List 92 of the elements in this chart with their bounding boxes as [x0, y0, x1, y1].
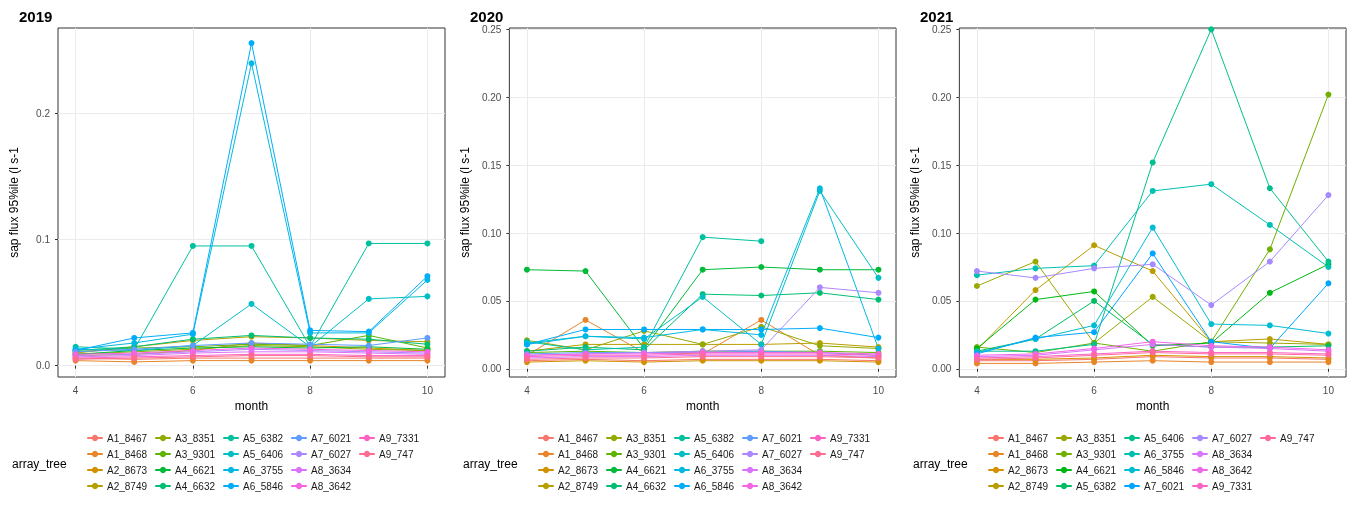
legend-label: A5_6406	[1144, 432, 1185, 444]
y-axis-title: sap flux 95%ile (l s-1	[7, 146, 21, 258]
legend-label: A4_6621	[1076, 464, 1117, 476]
chart-title: 2020	[469, 8, 504, 25]
legend-label: A4_6621	[175, 464, 216, 476]
legend-label: A6_5846	[693, 480, 735, 492]
legend-label: A2_8749	[107, 480, 148, 492]
y-tick-label: 0.05	[481, 295, 502, 307]
legend-label: A1_8468	[557, 448, 599, 460]
legend-label: A9_747	[829, 448, 865, 460]
chart-title: 2019	[19, 8, 53, 25]
legend-label: A6_5846	[243, 480, 284, 492]
legend-label: A3_9301	[1076, 448, 1117, 460]
legend-label: A2_8749	[557, 480, 599, 492]
y-tick-label: 0.00	[481, 363, 502, 375]
y-tick-label: 0.10	[481, 227, 502, 239]
legend-label: A4_6621	[625, 464, 667, 476]
legend-label: A3_8351	[1076, 432, 1117, 444]
legend-label: A9_747	[1280, 432, 1316, 444]
legend-label: A2_8673	[107, 464, 148, 476]
y-tick-label: 0.20	[932, 91, 953, 103]
legend-title: array_tree	[12, 457, 68, 471]
y-tick-label: 0.2	[36, 108, 51, 120]
x-tick-label: 6	[190, 384, 197, 396]
y-tick-label: 0.05	[932, 295, 953, 307]
legend-label: A7_6027	[761, 448, 803, 460]
x-tick-label: 10	[872, 384, 885, 396]
legend-label: A5_6382	[1076, 480, 1117, 492]
y-tick-label: 0.15	[481, 159, 502, 171]
legend-label: A8_3642	[761, 480, 803, 492]
y-tick-label: 0.10	[932, 227, 953, 239]
legend-label: A1_8468	[107, 448, 148, 460]
x-tick-label: 4	[523, 384, 530, 396]
legend-label: A9_7331	[1212, 480, 1253, 492]
y-tick-label: 0.25	[481, 23, 502, 35]
x-tick-label: 4	[72, 384, 79, 396]
x-tick-label: 4	[974, 384, 981, 396]
x-tick-label: 8	[1208, 384, 1215, 396]
legend-label: A7_6027	[1212, 432, 1253, 444]
legend-label: A7_6021	[761, 432, 803, 444]
y-tick-label: 0.0	[36, 360, 51, 372]
legend-label: A9_7331	[379, 432, 420, 444]
x-axis-title: month	[685, 398, 720, 413]
legend-label: A2_8749	[1008, 480, 1049, 492]
legend-label: A9_747	[379, 448, 414, 460]
x-tick-label: 8	[758, 384, 765, 396]
legend-label: A4_6632	[625, 480, 667, 492]
y-axis-title: sap flux 95%ile (l s-1	[457, 146, 472, 258]
x-axis-title: month	[1136, 398, 1170, 413]
legend-label: A1_8467	[557, 432, 599, 444]
x-tick-label: 10	[421, 384, 434, 396]
legend-label: A2_8673	[557, 464, 599, 476]
y-tick-label: 0.20	[481, 91, 502, 103]
legend-label: A7_6021	[1144, 480, 1185, 492]
legend-title: array_tree	[462, 457, 518, 471]
x-axis-title: month	[234, 398, 269, 413]
y-tick-label: 0.15	[932, 159, 953, 171]
x-tick-label: 10	[1323, 384, 1335, 396]
x-tick-label: 6	[1091, 384, 1098, 396]
legend-label: A3_9301	[625, 448, 667, 460]
legend-label: A4_6632	[175, 480, 216, 492]
legend-label: A1_8467	[1008, 432, 1049, 444]
legend-title: array_tree	[913, 457, 969, 471]
legend-label: A5_6382	[693, 432, 735, 444]
legend-label: A8_3634	[1212, 448, 1253, 460]
legend-label: A9_7331	[829, 432, 871, 444]
y-tick-label: 0.25	[932, 23, 953, 35]
legend-label: A7_6027	[311, 448, 352, 460]
legend-label: A6_5846	[1144, 464, 1185, 476]
legend-label: A3_9301	[175, 448, 216, 460]
legend-label: A2_8673	[1008, 464, 1049, 476]
legend-label: A6_3755	[1144, 448, 1185, 460]
legend-label: A7_6021	[311, 432, 352, 444]
legend-label: A6_3755	[243, 464, 284, 476]
legend-label: A8_3642	[311, 480, 352, 492]
x-tick-label: 8	[307, 384, 314, 396]
y-axis-title: sap flux 95%ile (l s-1	[908, 146, 923, 258]
legend-label: A5_6406	[693, 448, 735, 460]
y-tick-label: 0.00	[932, 363, 953, 375]
legend-label: A8_3634	[761, 464, 803, 476]
legend-label: A8_3642	[1212, 464, 1253, 476]
x-tick-label: 6	[640, 384, 647, 396]
legend-label: A1_8468	[1008, 448, 1049, 460]
legend-label: A5_6406	[243, 448, 284, 460]
legend-label: A1_8467	[107, 432, 148, 444]
legend-label: A6_3755	[693, 464, 735, 476]
chart-title: 2021	[920, 8, 954, 25]
legend-label: A5_6382	[243, 432, 284, 444]
legend-label: A3_8351	[625, 432, 667, 444]
legend-label: A3_8351	[175, 432, 216, 444]
y-tick-label: 0.1	[36, 234, 51, 246]
legend-label: A8_3634	[311, 464, 352, 476]
